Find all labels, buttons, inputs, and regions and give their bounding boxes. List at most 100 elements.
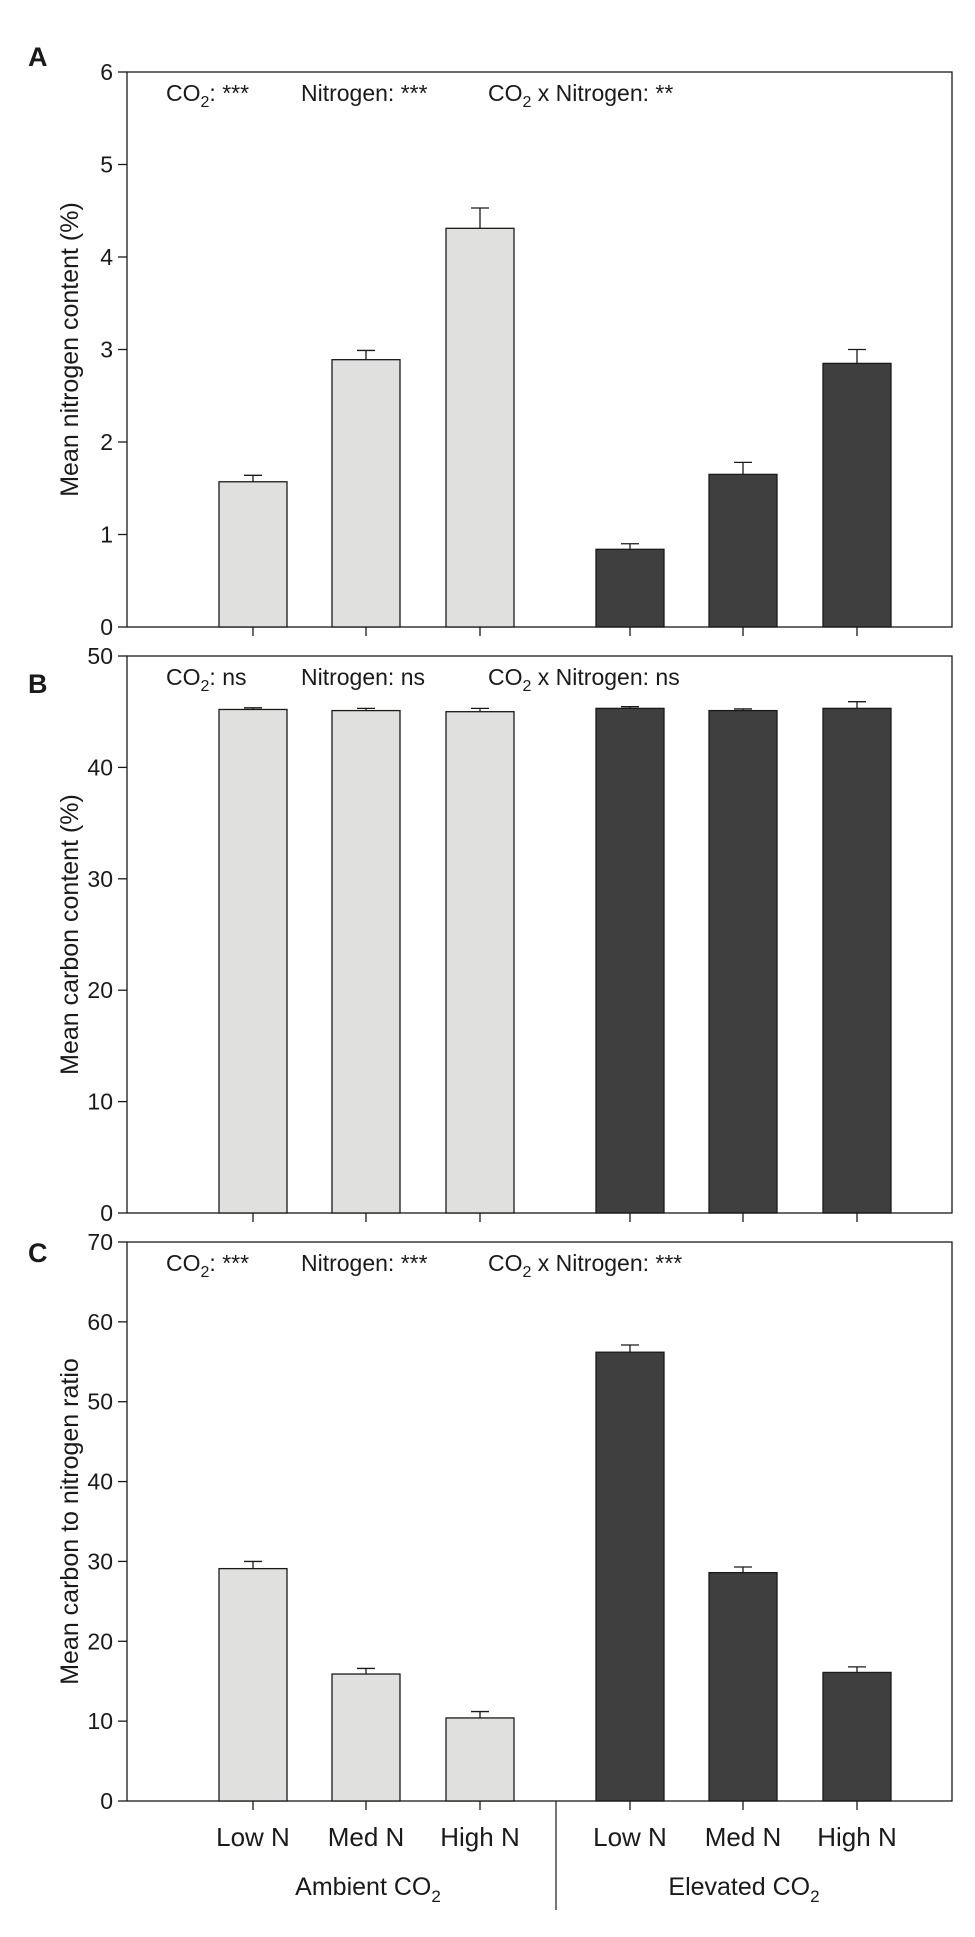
x-category-label: High N (817, 1822, 896, 1852)
x-category-label: High N (440, 1822, 519, 1852)
x-group-label: Ambient CO2 (295, 1873, 441, 1906)
y-tick-label: 50 (87, 643, 113, 669)
y-tick-label: 10 (87, 1089, 113, 1115)
annot-significance: ** (655, 80, 673, 106)
y-tick-label: 1 (100, 522, 113, 548)
annot-subscript: 2 (201, 678, 210, 695)
x-category-label: Low N (216, 1822, 290, 1852)
y-tick-label: 10 (87, 1708, 113, 1734)
group-label-text: Ambient CO (295, 1873, 431, 1901)
bar (595, 548, 665, 628)
annot-significance: *** (222, 80, 249, 106)
y-tick-label: 60 (87, 1309, 113, 1335)
y-tick-label: 4 (100, 244, 113, 270)
y-axis-title: Mean carbon to nitrogen ratio (56, 1358, 84, 1685)
bar (331, 1673, 401, 1802)
bar (445, 227, 515, 628)
annot-label: x Nitrogen: (531, 664, 655, 690)
group-label-text: Elevated CO (668, 1873, 810, 1901)
annot-co: CO (166, 80, 201, 106)
annot-subscript: 2 (523, 94, 532, 111)
y-tick-label: 0 (100, 1200, 113, 1226)
y-tick-label: 0 (100, 1788, 113, 1814)
y-tick-label: 2 (100, 429, 113, 455)
x-category-label: Low N (593, 1822, 667, 1852)
bar (822, 362, 892, 628)
group-label-subscript: 2 (431, 1887, 440, 1906)
annot-significance: *** (401, 80, 428, 106)
annot-significance: ns (655, 664, 679, 690)
annot-separator: : (209, 80, 222, 106)
significance-annotation: CO2: *** (166, 80, 249, 111)
y-tick-label: 5 (100, 152, 113, 178)
annot-separator: : (209, 664, 222, 690)
y-tick-label: 50 (87, 1389, 113, 1415)
bar (595, 707, 665, 1214)
bar (218, 1567, 288, 1802)
annot-significance: *** (655, 1250, 682, 1276)
panel-b: B 0 10 20 30 40 50 Mean carbon content (%) CO2: … (28, 643, 953, 1226)
bar (822, 707, 892, 1214)
y-tick-label: 3 (100, 337, 113, 363)
annot-subscript: 2 (201, 1264, 210, 1281)
significance-annotation: Nitrogen: *** (301, 80, 428, 106)
annot-significance: ns (401, 664, 425, 690)
annot-co: CO (488, 1250, 523, 1276)
annot-subscript: 2 (201, 94, 210, 111)
annot-significance: *** (401, 1250, 428, 1276)
annot-label: x Nitrogen: (531, 1250, 655, 1276)
significance-annotation: CO2 x Nitrogen: *** (488, 1250, 682, 1281)
y-tick-label: 30 (87, 1548, 113, 1574)
y-tick-label: 70 (87, 1229, 113, 1255)
annot-subscript: 2 (523, 1264, 532, 1281)
y-tick-label: 20 (87, 977, 113, 1003)
bar (331, 709, 401, 1214)
y-tick-label: 40 (87, 754, 113, 780)
y-axis-title: Mean nitrogen content (%) (56, 202, 84, 497)
bar (331, 359, 401, 628)
y-tick-label: 40 (87, 1469, 113, 1495)
bar (708, 473, 778, 628)
bar (445, 711, 515, 1214)
significance-annotation: Nitrogen: *** (301, 1250, 428, 1276)
x-category-label: Med N (328, 1822, 405, 1852)
bar (218, 481, 288, 628)
bar (708, 1571, 778, 1802)
panel-letter: A (28, 42, 48, 72)
annot-co: CO (166, 1250, 201, 1276)
annot-co: CO (488, 664, 523, 690)
x-category-label: Med N (705, 1822, 782, 1852)
y-tick-label: 6 (100, 59, 113, 85)
annot-label: Nitrogen: (301, 1250, 401, 1276)
significance-annotation: Nitrogen: ns (301, 664, 425, 690)
panel-letter: C (28, 1238, 48, 1268)
annot-label: Nitrogen: (301, 80, 401, 106)
group-label-subscript: 2 (810, 1887, 819, 1906)
panel-letter: B (28, 669, 48, 699)
plot-frame (126, 1241, 953, 1802)
panel-c: C 0 10 20 30 40 50 60 70 Mean carbon to nitrogen … (28, 1229, 953, 1814)
bar (822, 1671, 892, 1802)
significance-annotation: CO2 x Nitrogen: ns (488, 664, 680, 695)
bar (708, 709, 778, 1214)
annot-label: Nitrogen: (301, 664, 401, 690)
annot-co: CO (166, 664, 201, 690)
bar (595, 1351, 665, 1802)
annot-subscript: 2 (523, 678, 532, 695)
annot-significance: ns (222, 664, 246, 690)
annot-significance: *** (222, 1250, 249, 1276)
significance-annotation: CO2 x Nitrogen: ** (488, 80, 673, 111)
x-group-label: Elevated CO2 (668, 1873, 819, 1906)
y-tick-label: 30 (87, 866, 113, 892)
y-tick-label: 0 (100, 614, 113, 640)
significance-annotation: CO2: ns (166, 664, 246, 695)
significance-annotation: CO2: *** (166, 1250, 249, 1281)
bar (445, 1717, 515, 1802)
y-tick-label: 20 (87, 1628, 113, 1654)
bar (218, 708, 288, 1214)
annot-separator: : (209, 1250, 222, 1276)
annot-label: x Nitrogen: (531, 80, 655, 106)
annot-co: CO (488, 80, 523, 106)
